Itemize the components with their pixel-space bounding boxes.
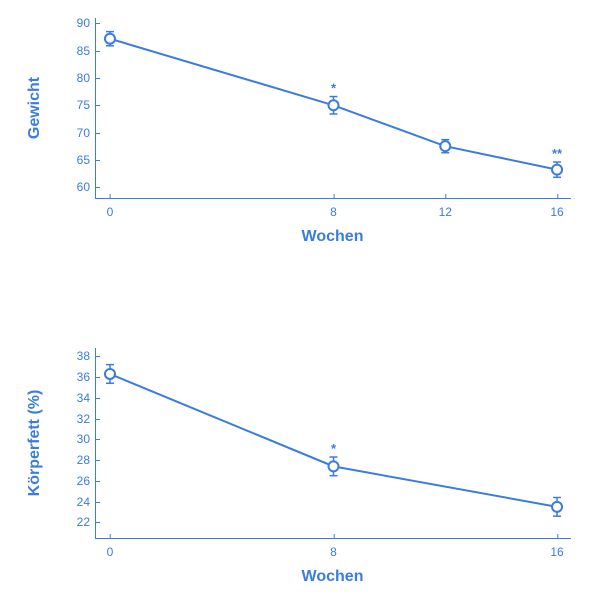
y-axis-label-bodyfat: Körperfett (%) [26,390,44,497]
data-point [105,365,115,384]
y-tick: 30 [77,433,96,445]
figure-container: { "global": { "accent_color": "#3a7ce0",… [0,0,600,600]
x-tick: 0 [107,538,114,558]
panel-bodyfat: * 2224262830323436380816 Körperfett (%) … [0,0,600,600]
y-tick: 32 [77,413,96,425]
plot-area-bodyfat: * 2224262830323436380816 [95,348,571,539]
significance-marker: * [331,441,337,456]
y-tick: 34 [77,392,96,404]
x-tick: 8 [330,538,337,558]
x-axis-label-bodyfat: Wochen [302,568,364,586]
y-tick: 22 [77,516,96,528]
y-tick: 38 [77,350,96,362]
marker-circle [552,502,562,512]
data-point: * [329,441,339,476]
marker-circle [329,461,339,471]
marker-circle [105,369,115,379]
x-tick: 16 [550,538,563,558]
y-tick: 24 [77,496,96,508]
y-tick: 36 [77,371,96,383]
y-tick: 28 [77,454,96,466]
y-tick: 26 [77,475,96,487]
series-svg-bodyfat: * [96,348,571,538]
data-point [552,498,562,517]
